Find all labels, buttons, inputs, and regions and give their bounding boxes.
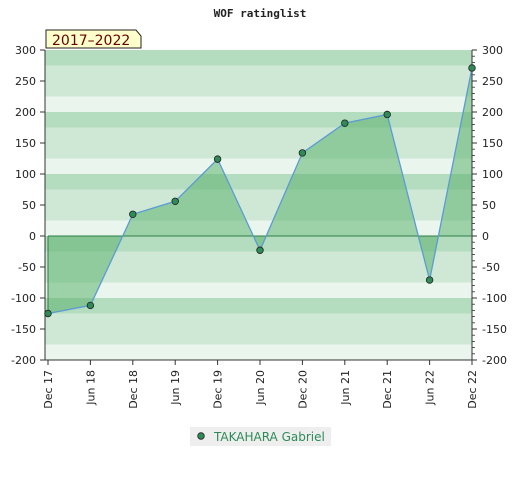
data-point (425, 276, 434, 284)
x-tick-label: Dec 21 (381, 370, 394, 409)
x-tick-label: Jun 19 (169, 370, 182, 406)
y-tick-label-left: 150 (15, 137, 36, 150)
band (45, 143, 472, 159)
band (45, 298, 472, 314)
band (45, 329, 472, 345)
y-tick-label-left: 100 (15, 168, 36, 181)
band (45, 267, 472, 283)
data-point (129, 210, 137, 218)
chart-title: WOF ratinglist (214, 7, 307, 20)
y-tick-label-left: -100 (11, 292, 36, 305)
x-tick-label: Jun 21 (339, 370, 352, 406)
y-tick-label-right: -100 (482, 292, 507, 305)
x-tick-label: Jun 18 (84, 370, 97, 406)
band (45, 344, 472, 360)
axes: -200 -200 -150 -150 -100 -100 -50 -50 0 0 50 50 100 1… (11, 44, 507, 409)
legend-marker (197, 432, 205, 440)
data-point (44, 309, 52, 318)
band (45, 174, 472, 190)
data-point (298, 149, 307, 157)
band (45, 81, 472, 97)
y-tick-label-left: 50 (22, 199, 36, 212)
band (45, 96, 472, 112)
y-tick-label-right: -200 (482, 354, 507, 367)
band (45, 282, 472, 298)
x-tick-label: Jun 20 (254, 370, 267, 406)
x-tick-label: Dec 22 (466, 370, 479, 409)
y-tick-label-right: 50 (482, 199, 496, 212)
y-tick-label-left: -150 (11, 323, 36, 336)
x-tick-label: Dec 17 (42, 370, 55, 409)
y-tick-label-left: 200 (15, 106, 36, 119)
y-tick-label-right: 300 (482, 44, 503, 57)
year-range-badge: 2017–2022 (45, 29, 142, 49)
y-tick-label-right: 100 (482, 168, 503, 181)
legend-entry: TAKAHARA Gabriel (213, 430, 325, 444)
band (45, 127, 472, 143)
y-tick-label-right: 0 (482, 230, 489, 243)
data-point (213, 155, 222, 163)
data-point (256, 246, 264, 254)
y-tick-label-left: -200 (11, 354, 36, 367)
y-tick-label-left: 250 (15, 75, 36, 88)
data-point (468, 64, 476, 72)
x-tick-label: Dec 18 (127, 370, 140, 409)
y-tick-label-right: -150 (482, 323, 507, 336)
y-tick-label-left: 0 (29, 230, 36, 243)
year-range-label: 2017–2022 (52, 33, 130, 49)
x-tick-label: Dec 20 (296, 370, 309, 409)
y-tick-label-right: 150 (482, 137, 503, 150)
legend-box (190, 427, 331, 446)
band (45, 112, 472, 128)
data-point (341, 119, 349, 127)
y-tick-label-left: -50 (18, 261, 36, 274)
y-tick-label-right: 200 (482, 106, 503, 119)
band (45, 313, 472, 329)
band (45, 158, 472, 174)
x-tick-label: Jun 22 (424, 370, 437, 406)
legend: TAKAHARA Gabriel (190, 427, 331, 446)
x-tick-label: Dec 19 (212, 370, 225, 409)
data-point (171, 197, 179, 205)
band (45, 50, 472, 66)
band (45, 251, 472, 267)
y-tick-label-right: 250 (482, 75, 503, 88)
band (45, 65, 472, 81)
data-point (86, 301, 95, 310)
data-point (383, 110, 391, 119)
area-layer (48, 67, 472, 314)
y-tick-label-right: -50 (482, 261, 500, 274)
markers (44, 64, 476, 318)
y-tick-label-left: 300 (15, 44, 36, 57)
series-area (48, 67, 472, 314)
